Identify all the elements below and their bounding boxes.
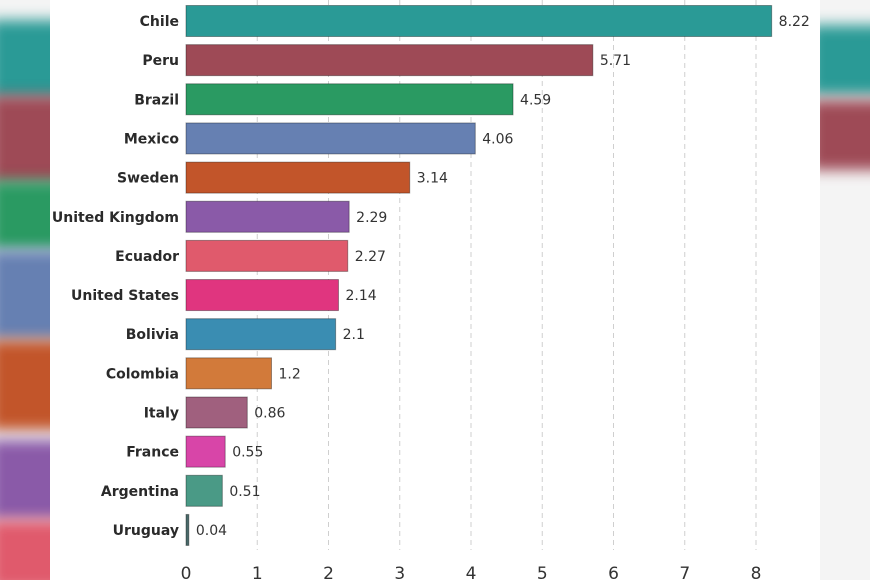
category-label: Argentina [101, 484, 179, 500]
data-label: 0.86 [254, 406, 285, 422]
x-tick-label: 1 [252, 564, 263, 580]
bar-france [185, 435, 226, 468]
data-label: 1.2 [279, 366, 301, 382]
data-label: 2.1 [343, 327, 365, 343]
x-tick-label: 2 [323, 564, 334, 580]
data-label: 5.71 [600, 53, 631, 69]
category-label: Uruguay [113, 523, 179, 539]
category-label: Brazil [134, 92, 179, 108]
category-label: United States [71, 288, 179, 304]
bar-bolivia [185, 318, 337, 351]
data-label: 2.29 [356, 210, 387, 226]
category-label: Mexico [124, 131, 180, 147]
bar-colombia [185, 357, 272, 390]
x-tick-label: 3 [394, 564, 405, 580]
category-label: Bolivia [126, 327, 179, 343]
bar-peru [185, 44, 594, 77]
category-label: Colombia [106, 366, 179, 382]
data-label: 4.59 [520, 92, 551, 108]
data-label: 0.04 [196, 523, 227, 539]
data-label: 8.22 [779, 14, 810, 30]
x-tick-label: 0 [181, 564, 192, 580]
bar-mexico [185, 122, 476, 155]
x-tick-label: 8 [751, 564, 762, 580]
bar-ecuador [185, 239, 349, 272]
bar-uruguay [185, 513, 190, 546]
blurred-background-right [820, 0, 870, 580]
bar-united-states [185, 279, 339, 312]
bar-italy [185, 396, 248, 429]
category-label: France [126, 445, 179, 461]
bar-chile [185, 5, 773, 37]
category-label: Peru [142, 53, 179, 69]
category-label: Chile [140, 14, 179, 30]
data-label: 3.14 [417, 171, 448, 187]
blurred-background-left [0, 0, 50, 580]
bar-argentina [185, 474, 223, 507]
category-label: Sweden [117, 171, 179, 187]
bar-brazil [185, 83, 514, 116]
x-tick-label: 7 [679, 564, 690, 580]
x-tick-label: 4 [466, 564, 477, 580]
category-label: Italy [144, 406, 179, 422]
x-tick-label: 6 [608, 564, 619, 580]
data-label: 4.06 [482, 131, 513, 147]
x-tick-label: 5 [537, 564, 548, 580]
bar-united-kingdom [185, 200, 350, 233]
data-label: 0.51 [229, 484, 260, 500]
data-label: 0.55 [232, 445, 263, 461]
bar-sweden [185, 161, 411, 194]
category-label: Ecuador [115, 249, 179, 265]
data-label: 2.27 [355, 249, 386, 265]
data-label: 2.14 [345, 288, 376, 304]
category-label: United Kingdom [52, 210, 179, 226]
